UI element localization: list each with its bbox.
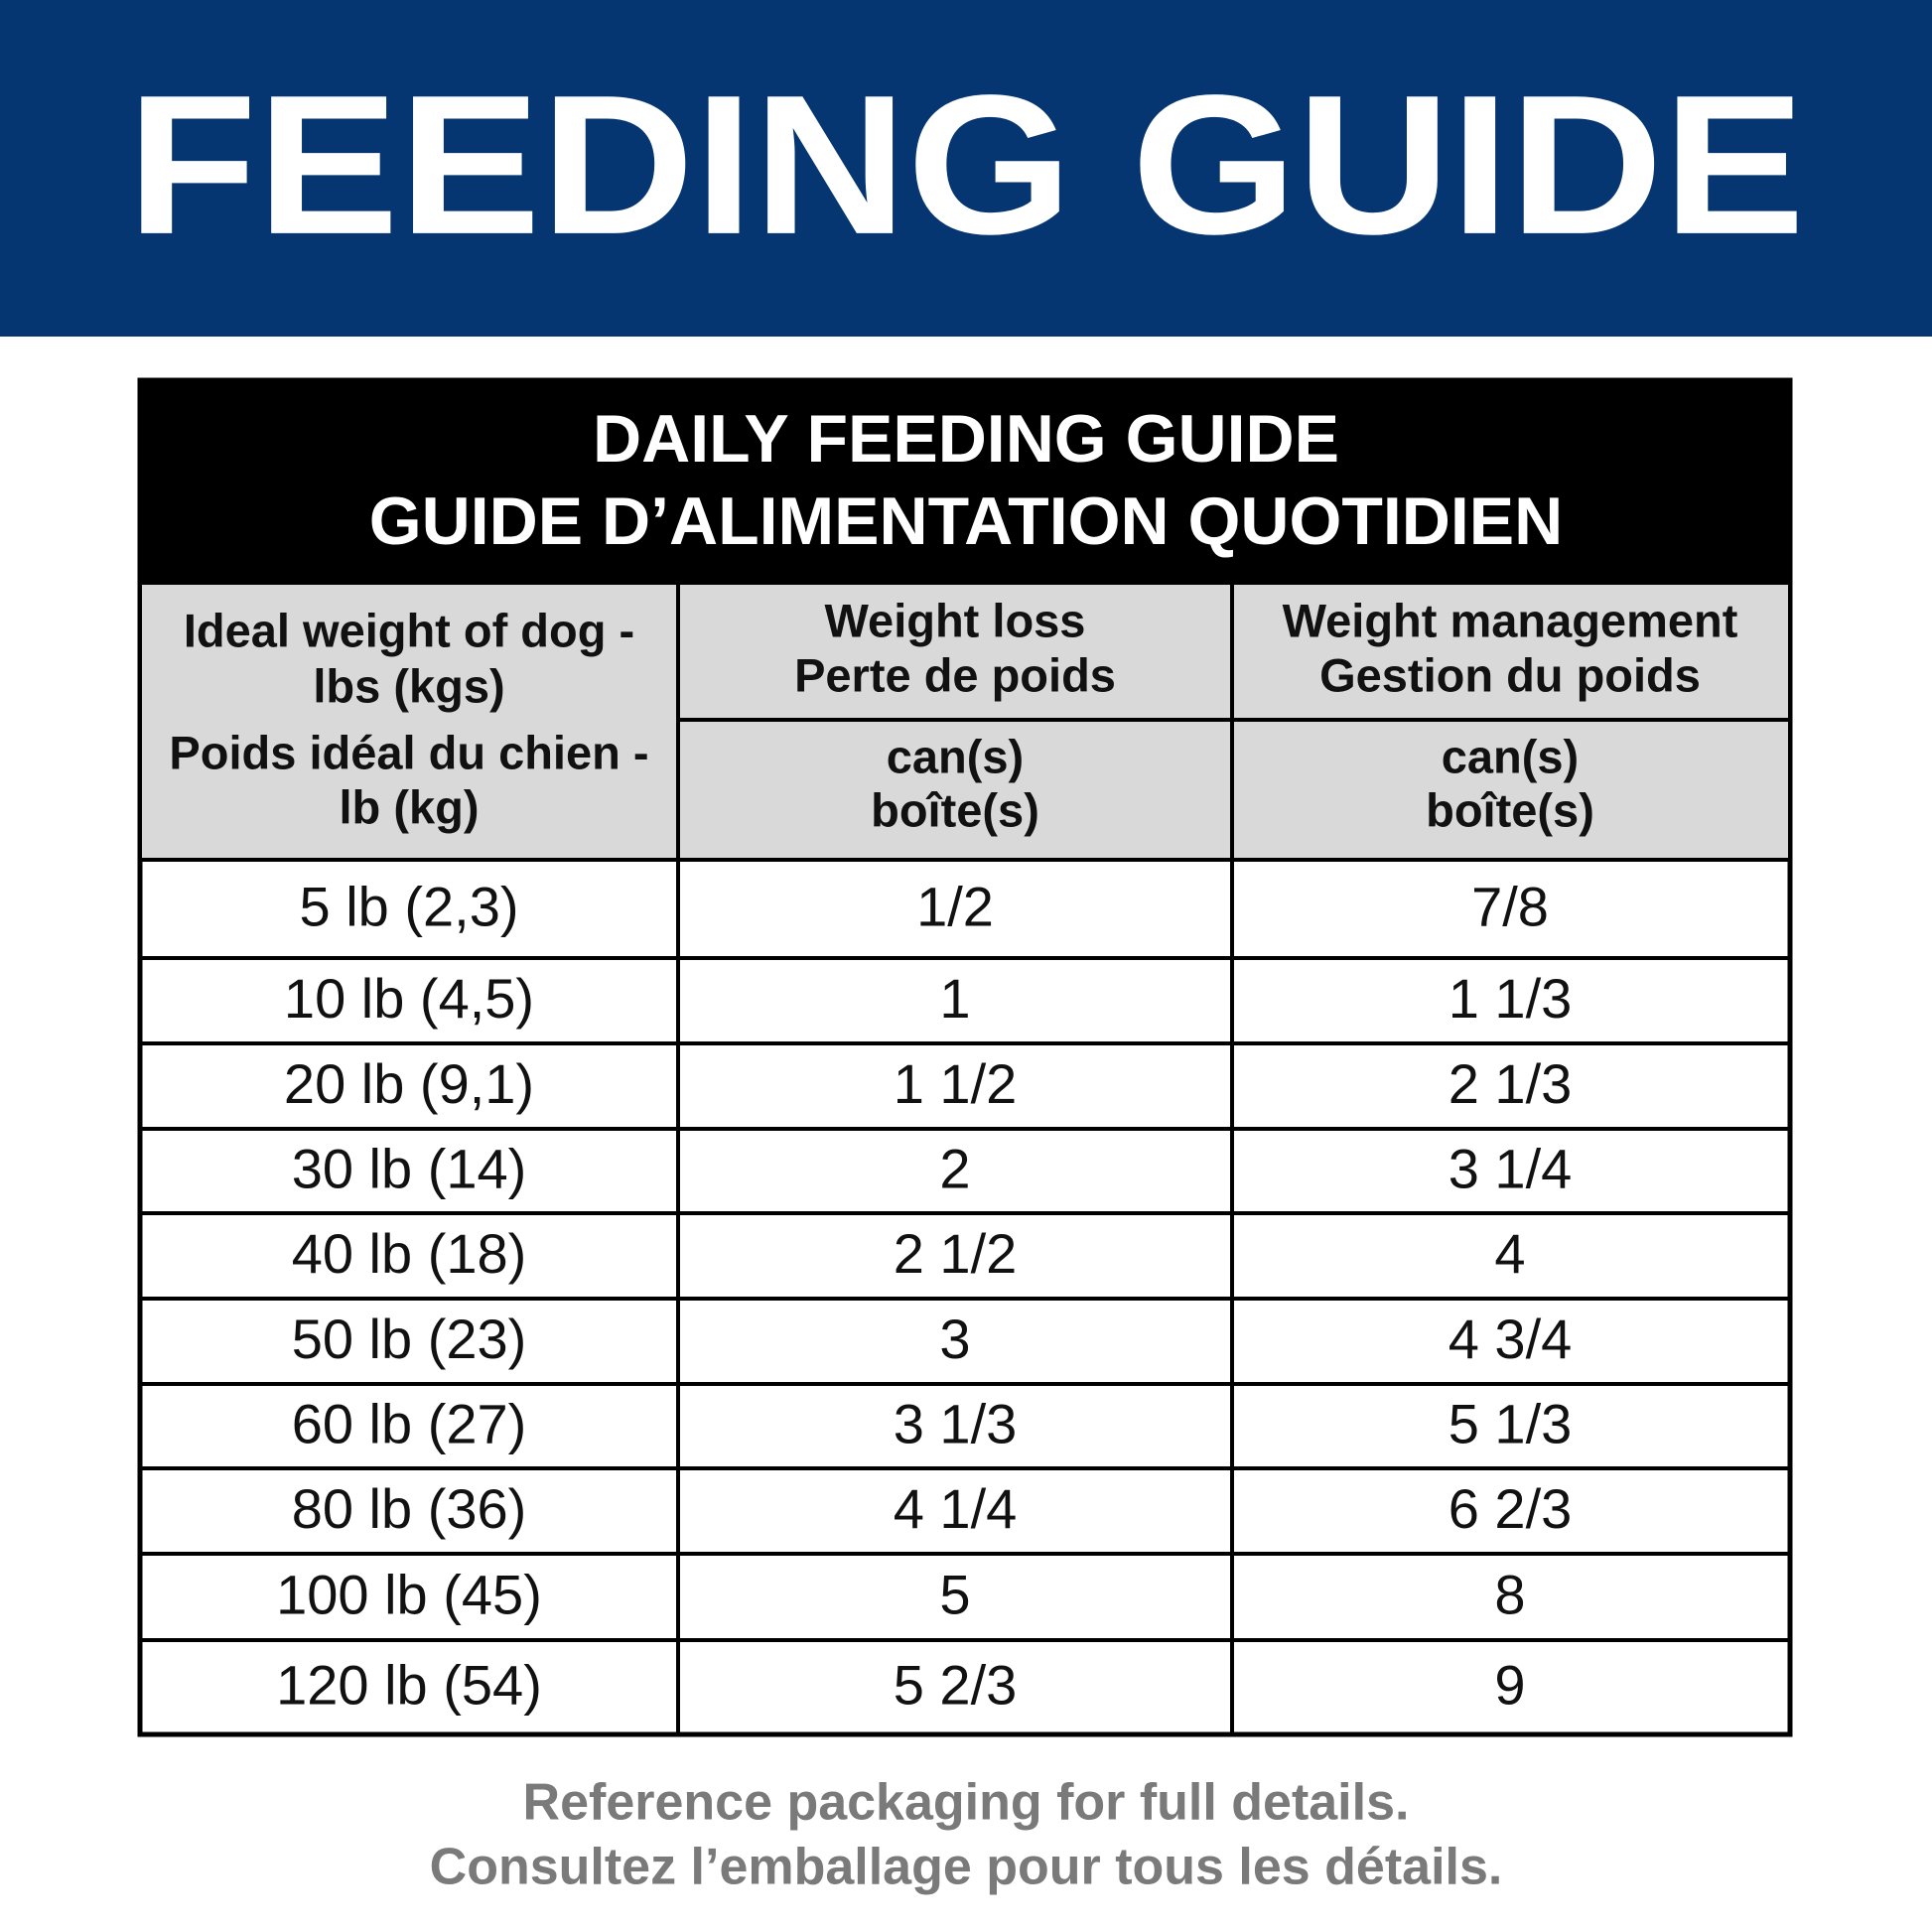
cell: 7/8: [1471, 875, 1549, 937]
cell: 10 lb (4,5): [284, 967, 534, 1030]
cell: 60 lb (27): [292, 1392, 527, 1454]
cell: 20 lb (9,1): [284, 1052, 534, 1115]
cell: 1: [939, 967, 970, 1030]
column-heading: Weight loss: [825, 594, 1086, 646]
cell: 1/2: [916, 875, 994, 937]
cell: 2: [939, 1137, 970, 1199]
cell: 5 lb (2,3): [300, 875, 519, 937]
cell: 5: [939, 1563, 970, 1625]
cell: 9: [1494, 1653, 1525, 1716]
column-unit: can(s): [1442, 730, 1579, 782]
cell: 3 1/4: [1449, 1137, 1573, 1199]
cell: 4 3/4: [1449, 1308, 1573, 1370]
column-heading: lb (kg): [340, 780, 480, 833]
cell: 2 1/3: [1449, 1052, 1573, 1115]
banner: [0, 0, 1932, 337]
footer-note: Reference packaging for full details.: [523, 1774, 1410, 1832]
cell: 1 1/2: [894, 1052, 1018, 1115]
column-heading: Perte de poids: [794, 648, 1116, 701]
cell: 6 2/3: [1449, 1477, 1573, 1540]
cell: 1 1/3: [1449, 967, 1573, 1030]
column-unit: boîte(s): [1426, 783, 1594, 836]
cell: 5 2/3: [894, 1653, 1018, 1716]
cell: 2 1/2: [894, 1222, 1018, 1285]
cell: 3 1/3: [894, 1392, 1018, 1454]
column-heading: lbs (kgs): [313, 659, 504, 712]
column-heading: Poids idéal du chien -: [169, 726, 648, 778]
column-heading: Gestion du poids: [1319, 648, 1701, 701]
cell: 8: [1494, 1563, 1525, 1625]
table-title: GUIDE D’ALIMENTATION QUOTIDIEN: [369, 483, 1564, 559]
cell: 50 lb (23): [292, 1308, 527, 1370]
cell: 3: [939, 1308, 970, 1370]
page-title: FEEDING GUIDE: [127, 55, 1805, 276]
cell: 100 lb (45): [276, 1563, 542, 1625]
table-title-bg: [140, 380, 1790, 585]
footer-note: Consultez l’emballage pour tous les déta…: [430, 1839, 1503, 1896]
column-unit: boîte(s): [871, 783, 1039, 836]
cell: 30 lb (14): [292, 1137, 527, 1199]
cell: 80 lb (36): [292, 1477, 527, 1540]
cell: 5 1/3: [1449, 1392, 1573, 1454]
column-heading: Weight management: [1283, 594, 1738, 646]
column-heading: Ideal weight of dog -: [184, 604, 634, 656]
cell: 120 lb (54): [276, 1653, 542, 1716]
column-unit: can(s): [887, 730, 1024, 782]
header-bg: [142, 585, 1788, 860]
cell: 4: [1494, 1222, 1525, 1285]
cell: 4 1/4: [894, 1477, 1018, 1540]
table-title: DAILY FEEDING GUIDE: [593, 401, 1339, 477]
cell: 40 lb (18): [292, 1222, 527, 1285]
